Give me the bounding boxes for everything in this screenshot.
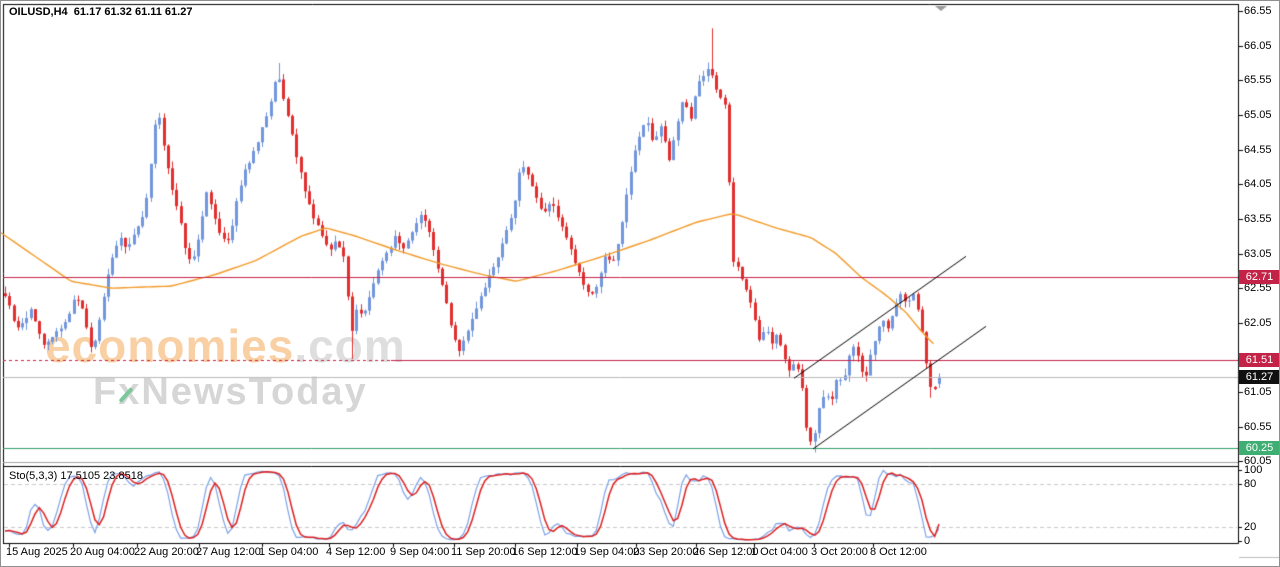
price-badge-target: 60.25 <box>1239 441 1279 455</box>
price-badge-resistance: 62.71 <box>1239 270 1279 284</box>
symbol-ohlc-title: OILUSD,H4 61.17 61.32 61.11 61.27 <box>9 6 193 18</box>
price-badge-support: 61.51 <box>1239 353 1279 367</box>
stochastic-indicator-label: Sto(5,3,3) 17.5105 23.8518 <box>9 470 143 482</box>
price-badge-current-price: 61.27 <box>1239 370 1279 384</box>
